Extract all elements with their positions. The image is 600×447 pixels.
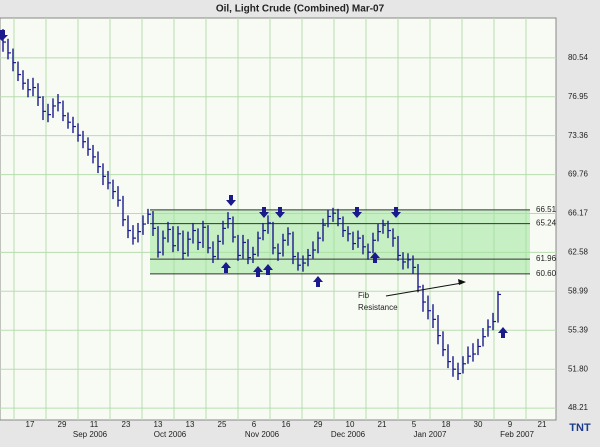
x-tick-label: 16: [282, 420, 291, 429]
month-label: Feb 2007: [500, 430, 534, 439]
x-tick-label: 29: [58, 420, 67, 429]
month-label: Dec 2006: [331, 430, 366, 439]
y-tick-label: 69.76: [568, 170, 589, 179]
logo: TNT: [569, 422, 591, 434]
x-tick-label: 6: [252, 420, 257, 429]
x-tick-label: 18: [442, 420, 451, 429]
chart-title: Oil, Light Crude (Combined) Mar-07: [216, 4, 385, 15]
month-label: Sep 2006: [73, 430, 108, 439]
y-tick-label: 58.99: [568, 286, 589, 295]
x-tick-label: 11: [90, 420, 99, 429]
y-tick-label: 51.80: [568, 364, 589, 373]
y-tick-label: 73.36: [568, 131, 589, 140]
annotation-arrow: [385, 282, 463, 297]
x-tick-label: 5: [412, 420, 417, 429]
arrow-up: [221, 262, 231, 273]
arrow-up: [370, 252, 380, 263]
x-tick-label: 10: [346, 420, 355, 429]
arrow-up: [498, 327, 508, 338]
arrow-down: [226, 195, 236, 206]
x-tick-label: 21: [538, 420, 547, 429]
y-tick-label: 76.95: [568, 92, 589, 101]
x-tick-label: 29: [314, 420, 323, 429]
level-label: 61.96: [536, 254, 557, 263]
arrow-up: [313, 276, 323, 287]
zone: [150, 209, 530, 274]
x-tick-label: 13: [154, 420, 163, 429]
x-tick-label: 13: [186, 420, 195, 429]
month-label: Jan 2007: [414, 430, 447, 439]
x-tick-label: 21: [378, 420, 387, 429]
y-tick-label: 80.54: [568, 53, 589, 62]
y-tick-label: 55.39: [568, 325, 589, 334]
x-tick-label: 25: [218, 420, 227, 429]
month-label: Oct 2006: [154, 430, 187, 439]
y-tick-label: 62.58: [568, 248, 589, 257]
arrow-down: [391, 207, 401, 218]
y-tick-label: 48.21: [568, 403, 589, 412]
arrow-up: [263, 264, 273, 275]
annotation-arrowhead: [458, 279, 466, 285]
signal-arrows: [0, 30, 508, 338]
arrow-down: [352, 207, 362, 218]
level-label: 60.60: [536, 269, 557, 278]
x-tick-label: 9: [508, 420, 513, 429]
level-label: 66.51: [536, 205, 557, 214]
arrow-up: [253, 266, 263, 277]
x-tick-label: 30: [474, 420, 483, 429]
y-tick-label: 66.17: [568, 209, 589, 218]
x-tick-label: 17: [26, 420, 35, 429]
annotation: Resistance: [358, 303, 398, 312]
marks: [2, 29, 501, 381]
level-label: 65.24: [536, 219, 557, 228]
x-tick-label: 23: [122, 420, 131, 429]
month-label: Nov 2006: [245, 430, 280, 439]
arrow-down: [275, 207, 285, 218]
annotation: Fib: [358, 291, 370, 300]
arrow-down: [0, 30, 8, 41]
arrow-down: [259, 207, 269, 218]
